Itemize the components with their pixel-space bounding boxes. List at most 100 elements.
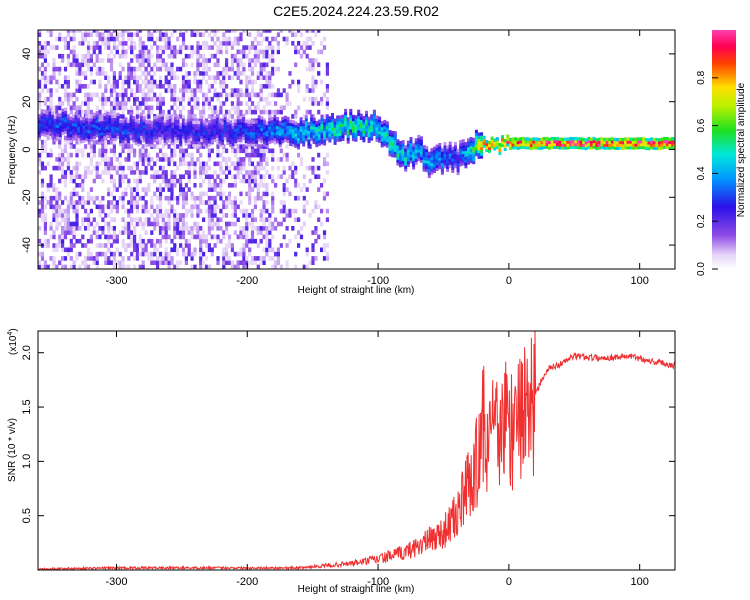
heatmap-cell: [118, 105, 122, 111]
heatmap-cell: [315, 140, 319, 145]
heatmap-cell: [207, 183, 211, 188]
heatmap-cell: [244, 119, 248, 123]
heatmap-cell: [163, 119, 167, 123]
heatmap-cell: [179, 145, 183, 150]
heatmap-cell: [299, 234, 304, 240]
heatmap-cell: [268, 114, 272, 119]
heatmap-cell: [359, 128, 363, 132]
heatmap-cell: [173, 30, 177, 33]
heatmap-cell: [375, 135, 379, 140]
heatmap-cell: [40, 217, 45, 222]
heatmap-cell: [230, 213, 234, 218]
heatmap-cell: [202, 251, 206, 257]
heatmap-cell: [190, 49, 194, 55]
heatmap-cell: [121, 88, 125, 93]
heatmap-cell: [673, 146, 675, 150]
heatmap-cell: [161, 32, 165, 37]
heatmap-cell: [558, 137, 562, 141]
heatmap-cell: [138, 49, 142, 55]
heatmap-cell: [610, 145, 614, 150]
heatmap-cell: [92, 195, 96, 201]
heatmap-cell: [101, 58, 105, 63]
heatmap-cell: [173, 92, 177, 98]
heatmap-cell: [660, 143, 664, 147]
heatmap-cell: [95, 41, 99, 46]
heatmap-cell: [291, 226, 295, 231]
heatmap-cell: [49, 195, 53, 201]
heatmap-cell: [153, 243, 157, 248]
heatmap-cell: [193, 49, 197, 55]
heatmap-cell: [38, 66, 42, 72]
heatmap-cell: [64, 121, 68, 126]
heatmap-cell: [109, 208, 114, 214]
heatmap-cell: [294, 138, 298, 143]
heatmap-cell: [249, 131, 253, 135]
heatmap-cell: [181, 36, 186, 42]
heatmap-cell: [314, 165, 318, 171]
heatmap-cell: [576, 142, 580, 147]
heatmap-cell: [451, 152, 455, 156]
heatmap-cell: [133, 71, 137, 76]
heatmap-cell: [328, 133, 332, 137]
heatmap-cell: [107, 230, 111, 235]
heatmap-cell: [417, 157, 421, 162]
heatmap-cell: [145, 143, 149, 147]
heatmap-cell: [233, 264, 237, 269]
heatmap-cell: [265, 230, 269, 235]
heatmap-cell: [147, 128, 151, 133]
heatmap-cell: [145, 137, 149, 141]
heatmap-cell: [55, 105, 59, 111]
heatmap-cell: [153, 41, 157, 46]
heatmap-cell: [181, 41, 186, 46]
heatmap-cell: [86, 32, 91, 37]
heatmap-cell: [184, 88, 188, 93]
heatmap-cell: [474, 149, 478, 154]
heatmap-cell: [38, 161, 42, 167]
heatmap-cell: [100, 120, 104, 124]
heatmap-cell: [204, 79, 209, 85]
heatmap-cell: [85, 134, 89, 139]
heatmap-cell: [87, 118, 91, 122]
heatmap-cell: [233, 165, 237, 171]
heatmap-cell: [248, 200, 252, 205]
heatmap-cell: [210, 116, 214, 120]
heatmap-cell: [302, 123, 306, 127]
heatmap-cell: [563, 140, 567, 144]
heatmap-cell: [236, 121, 240, 125]
heatmap-cell: [176, 116, 180, 120]
heatmap-cell: [417, 143, 421, 147]
heatmap-cell: [173, 144, 177, 149]
heatmap-cell: [181, 96, 186, 102]
heatmap-cell: [221, 138, 225, 142]
heatmap-cell: [233, 30, 237, 33]
heatmap-cell: [173, 234, 177, 240]
heatmap-cell: [202, 128, 206, 133]
heatmap-cell: [150, 213, 154, 218]
heatmap-cell: [144, 71, 148, 76]
heatmap-cell: [245, 191, 249, 197]
heatmap-cell: [503, 139, 507, 143]
heatmap-cell: [127, 71, 131, 76]
heatmap-cell: [205, 130, 209, 134]
heatmap-cell: [490, 145, 494, 149]
heatmap-cell: [72, 30, 76, 33]
heatmap-cell: [354, 123, 358, 128]
heatmap-cell: [370, 122, 374, 127]
heatmap-cell: [626, 146, 630, 150]
heatmap-cell: [92, 230, 96, 235]
heatmap-cell: [242, 136, 245, 141]
heatmap-cell: [81, 221, 85, 227]
heatmap-cell: [385, 132, 389, 137]
heatmap-cell: [221, 130, 225, 134]
heatmap-cell: [181, 105, 186, 111]
heatmap-cell: [156, 213, 160, 218]
heatmap-cell: [79, 122, 83, 127]
heatmap-cell: [106, 114, 109, 118]
heatmap-cell: [176, 136, 180, 140]
heatmap-cell: [477, 149, 481, 154]
heatmap-cell: [109, 139, 114, 145]
heatmap-cell: [58, 84, 62, 89]
heatmap-cell: [362, 136, 366, 140]
heatmap-cell: [435, 150, 439, 154]
heatmap-cell: [129, 129, 133, 133]
